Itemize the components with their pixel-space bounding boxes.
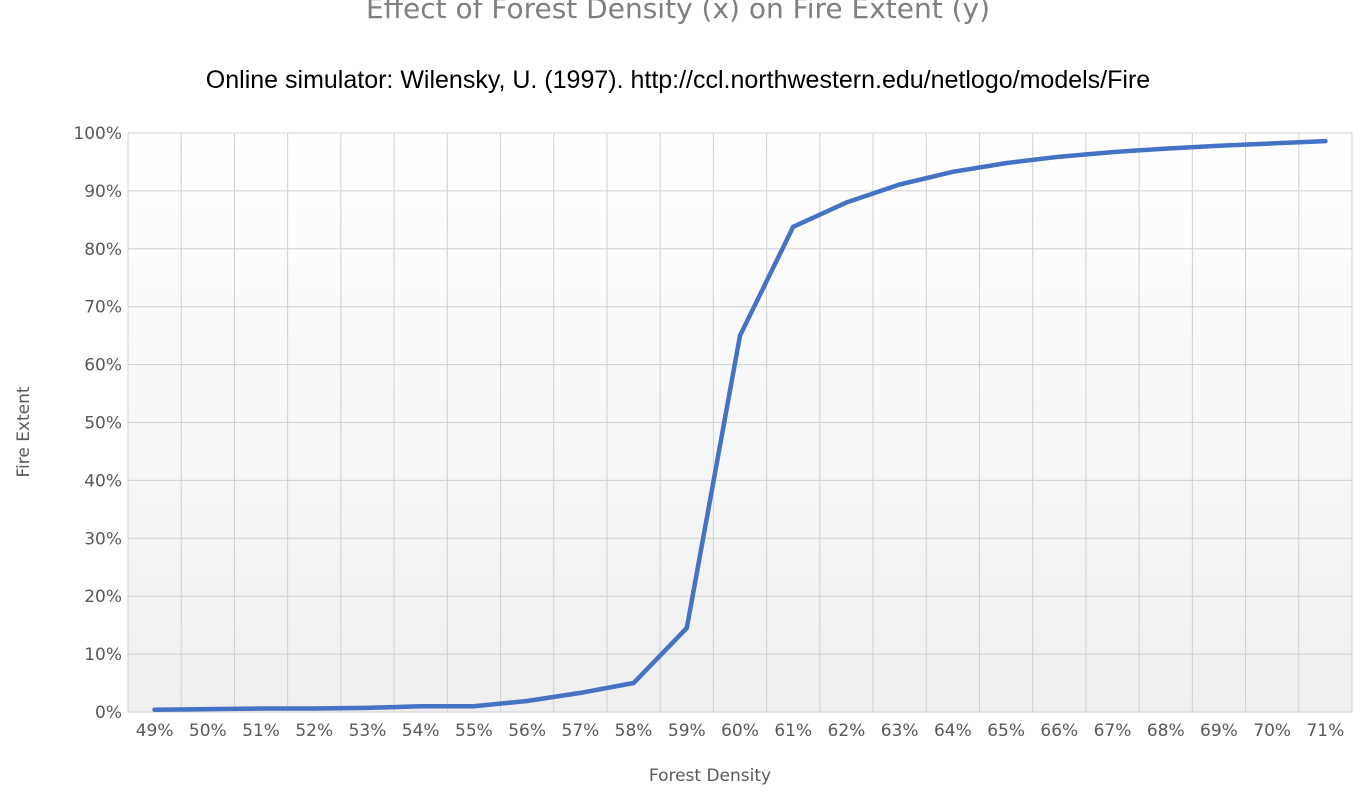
data-point bbox=[844, 200, 849, 205]
y-axis-title: Fire Extent bbox=[14, 386, 34, 477]
data-point bbox=[258, 706, 264, 711]
data-point bbox=[737, 333, 743, 338]
x-tick-label: 61% bbox=[774, 721, 812, 741]
x-tick-label: 57% bbox=[561, 721, 599, 741]
y-tick-label: 60% bbox=[84, 356, 122, 376]
data-point bbox=[312, 706, 317, 711]
y-tick-label: 20% bbox=[84, 587, 122, 607]
x-tick-label: 67% bbox=[1094, 721, 1132, 741]
x-tick-label: 54% bbox=[402, 721, 440, 741]
y-tick-label: 80% bbox=[84, 240, 122, 260]
x-tick-label: 52% bbox=[295, 721, 333, 741]
y-tick-label: 30% bbox=[84, 529, 122, 549]
x-tick-label: 65% bbox=[987, 721, 1025, 741]
data-point bbox=[578, 690, 583, 696]
data-point bbox=[152, 707, 157, 712]
data-point bbox=[365, 705, 370, 711]
x-tick-label: 68% bbox=[1147, 721, 1185, 741]
y-tick-label: 0% bbox=[95, 703, 122, 723]
y-tick-label: 100% bbox=[73, 124, 122, 144]
y-tick-label: 70% bbox=[84, 298, 122, 318]
x-tick-label: 55% bbox=[455, 721, 493, 741]
x-tick-label: 64% bbox=[934, 721, 972, 741]
data-point bbox=[1110, 149, 1115, 155]
x-tick-label: 63% bbox=[881, 721, 919, 741]
x-tick-label: 62% bbox=[828, 721, 866, 741]
y-tick-label: 10% bbox=[84, 645, 122, 665]
x-tick-label: 69% bbox=[1200, 721, 1238, 741]
data-point bbox=[524, 698, 530, 704]
x-axis-ticks: 49% 50% 51% 52% 53% 54% 55% 56% 57% 58% 59% 60% 61% 6… bbox=[136, 721, 1345, 741]
chart-subtitle: Online simulator: Wilensky, U. (1997). h… bbox=[205, 66, 1151, 94]
data-point bbox=[950, 169, 956, 174]
x-tick-label: 58% bbox=[615, 721, 653, 741]
x-tick-label: 49% bbox=[136, 721, 174, 741]
x-tick-label: 56% bbox=[508, 721, 546, 741]
data-point bbox=[684, 625, 689, 631]
x-axis-title: Forest Density bbox=[649, 766, 771, 786]
x-tick-label: 50% bbox=[189, 721, 227, 741]
y-tick-label: 90% bbox=[84, 182, 122, 202]
x-tick-label: 51% bbox=[242, 721, 280, 741]
data-point bbox=[631, 680, 636, 686]
data-point bbox=[1003, 160, 1009, 166]
chart-title: Effect of Forest Density (x) on Fire Ext… bbox=[365, 0, 991, 25]
data-point bbox=[1216, 143, 1222, 148]
x-tick-label: 59% bbox=[668, 721, 706, 741]
data-point bbox=[1057, 154, 1062, 159]
data-point bbox=[471, 704, 477, 709]
x-tick-label: 53% bbox=[349, 721, 387, 741]
data-point bbox=[1323, 138, 1328, 144]
y-tick-label: 40% bbox=[84, 471, 122, 491]
data-point bbox=[418, 704, 423, 709]
x-tick-label: 60% bbox=[721, 721, 759, 741]
data-point bbox=[897, 182, 902, 187]
y-tick-label: 50% bbox=[84, 414, 122, 434]
data-point bbox=[1269, 141, 1275, 146]
series-group bbox=[152, 138, 1328, 712]
x-tick-label: 70% bbox=[1253, 721, 1291, 741]
data-point bbox=[205, 706, 211, 712]
data-point bbox=[1163, 146, 1168, 151]
x-tick-label: 66% bbox=[1040, 721, 1078, 741]
y-axis-ticks: 0% 10% 20% 30% 40% 50% 60% 70% 80% 90% 100% bbox=[73, 124, 122, 723]
x-tick-label: 71% bbox=[1306, 721, 1344, 741]
gridlines bbox=[127, 132, 1353, 713]
data-point bbox=[791, 224, 796, 229]
